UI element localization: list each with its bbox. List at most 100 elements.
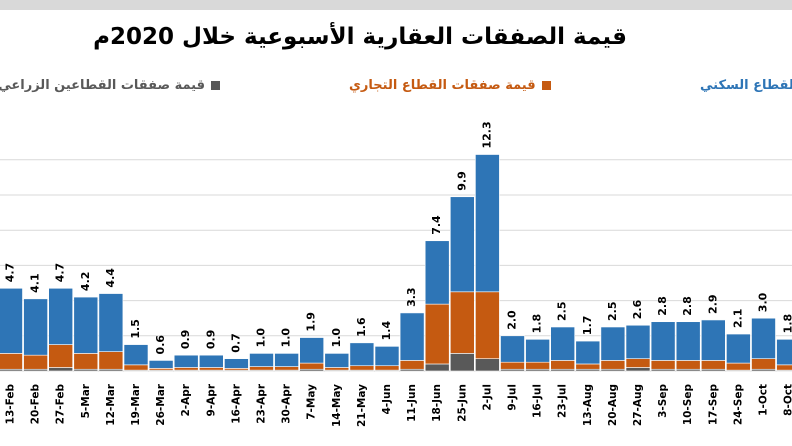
bar-segment: [299, 337, 325, 364]
bar-segment: [475, 291, 500, 359]
legend-item-residential: قيمة صفقات القطاع السكني: [700, 78, 792, 93]
bar-segment: [675, 321, 701, 361]
legend-item-agricultural: قيمة صفقات القطاعين الزراعي وا: [0, 78, 220, 93]
bar-segment: [424, 363, 450, 372]
bar-segment: [700, 319, 726, 361]
bar-segment: [324, 367, 350, 371]
x-tick-label: 16-Jul: [532, 384, 544, 418]
bar-segment: [726, 362, 751, 371]
x-tick-label: 3-Sep: [657, 384, 669, 418]
data-label: 0.9: [179, 330, 192, 350]
data-label: 1.0: [255, 328, 268, 348]
x-tick-label: 30-Apr: [281, 383, 293, 424]
data-label: 0.7: [229, 333, 242, 353]
x-tick-label: 11-Jun: [406, 384, 418, 422]
bar-segment: [324, 353, 350, 368]
x-tick-label: 2-Jul: [481, 384, 493, 411]
bar-segment: [776, 364, 792, 371]
x-tick-label: 16-Apr: [230, 383, 242, 424]
bar-segment: [525, 339, 550, 363]
bar-segment: [424, 240, 450, 305]
bar-segment: [299, 362, 325, 370]
bar-segment: [274, 353, 299, 367]
data-label: 2.8: [681, 296, 694, 316]
data-label: 1.8: [782, 314, 792, 334]
bar-segment: [726, 333, 751, 364]
x-tick-label: 17-Sep: [707, 384, 719, 426]
data-label: 2.8: [656, 296, 669, 316]
bar-segment: [374, 365, 400, 371]
bar-segment: [424, 303, 450, 365]
data-label: 4.2: [79, 272, 92, 292]
bar-segment: [173, 367, 199, 371]
bar-chart: 4.7 13-Feb 4.1 20-Feb 4.7 27-Feb 4.2 5-Mar 4.4 12…: [0, 121, 792, 427]
x-tick-label: 26-Mar: [155, 383, 167, 426]
bar-segment: [98, 351, 124, 370]
bar-segment: [123, 364, 149, 371]
data-label: 4.1: [29, 273, 42, 293]
x-tick-label: 21-May: [356, 384, 368, 427]
x-tick-label: 23-Apr: [256, 383, 268, 424]
bar-segment: [625, 367, 651, 372]
x-tick-label: 13-Feb: [5, 384, 17, 425]
bar-segment: [751, 358, 776, 370]
data-label: 1.0: [280, 328, 293, 348]
bar-segment: [625, 358, 651, 368]
bar-segment: [675, 360, 701, 370]
bar-segment: [525, 361, 550, 370]
data-label: 12.3: [480, 121, 493, 148]
data-label: 1.8: [531, 314, 544, 334]
bar-segment: [224, 358, 249, 369]
data-label: 1.6: [355, 317, 368, 337]
legend-label-residential: قيمة صفقات القطاع السكني: [700, 78, 792, 93]
legend-item-commercial: قيمة صفقات القطاع التجاري: [349, 78, 551, 93]
x-tick-label: 27-Aug: [632, 384, 644, 426]
bar-segment: [700, 360, 726, 370]
x-tick-label: 14-May: [331, 384, 343, 427]
bar-segment: [399, 360, 425, 370]
bar-segment: [249, 353, 274, 367]
x-tick-label: 19-Mar: [130, 383, 142, 426]
data-label: 2.9: [706, 294, 719, 314]
legend-swatch-commercial: [541, 81, 551, 90]
x-tick-label: 9-Jul: [507, 384, 519, 411]
bar-segment: [199, 367, 224, 371]
x-tick-label: 25-Jun: [456, 384, 468, 422]
bar-segment: [650, 321, 676, 361]
legend-label-agricultural: قيمة صفقات القطاعين الزراعي وا: [0, 78, 205, 93]
x-tick-label: 20-Feb: [30, 384, 42, 425]
bar-segment: [0, 353, 23, 370]
bar-segment: [751, 317, 776, 359]
bar-segment: [449, 353, 475, 372]
data-label: 4.4: [104, 268, 117, 288]
bar-segment: [625, 324, 651, 359]
data-label: 4.7: [54, 263, 67, 283]
data-label: 2.1: [731, 309, 744, 329]
data-label: 2.5: [606, 302, 619, 322]
bar-segment: [123, 344, 149, 366]
x-tick-label: 4-Jun: [381, 384, 393, 415]
bar-segment: [249, 366, 274, 371]
legend-swatch-agricultural: [211, 81, 220, 90]
data-label: 3.0: [757, 292, 770, 312]
legend-label-commercial: قيمة صفقات القطاع التجاري: [349, 78, 536, 93]
bar-segment: [23, 298, 48, 356]
bar-segment: [399, 312, 425, 361]
bar-segment: [550, 326, 576, 361]
bar-segment: [500, 335, 525, 363]
bar-segment: [500, 361, 525, 370]
bar-segment: [776, 339, 792, 366]
bar-segment: [575, 340, 601, 365]
x-tick-label: 23-Jul: [557, 384, 569, 418]
x-tick-label: 12-Mar: [105, 383, 117, 426]
x-tick-label: 2-Apr: [180, 383, 192, 416]
x-tick-label: 20-Aug: [607, 384, 619, 426]
bar-segment: [148, 360, 174, 369]
bar-segment: [475, 358, 500, 372]
x-tick-label: 13-Aug: [582, 384, 594, 426]
data-label: 9.9: [455, 171, 468, 191]
chart-panel: قيمة الصفقات العقارية الأسبوعية خلال 202…: [0, 10, 792, 446]
bar-segment: [550, 360, 576, 370]
x-tick-label: 5-Mar: [80, 383, 92, 418]
bar-segment: [449, 196, 475, 293]
